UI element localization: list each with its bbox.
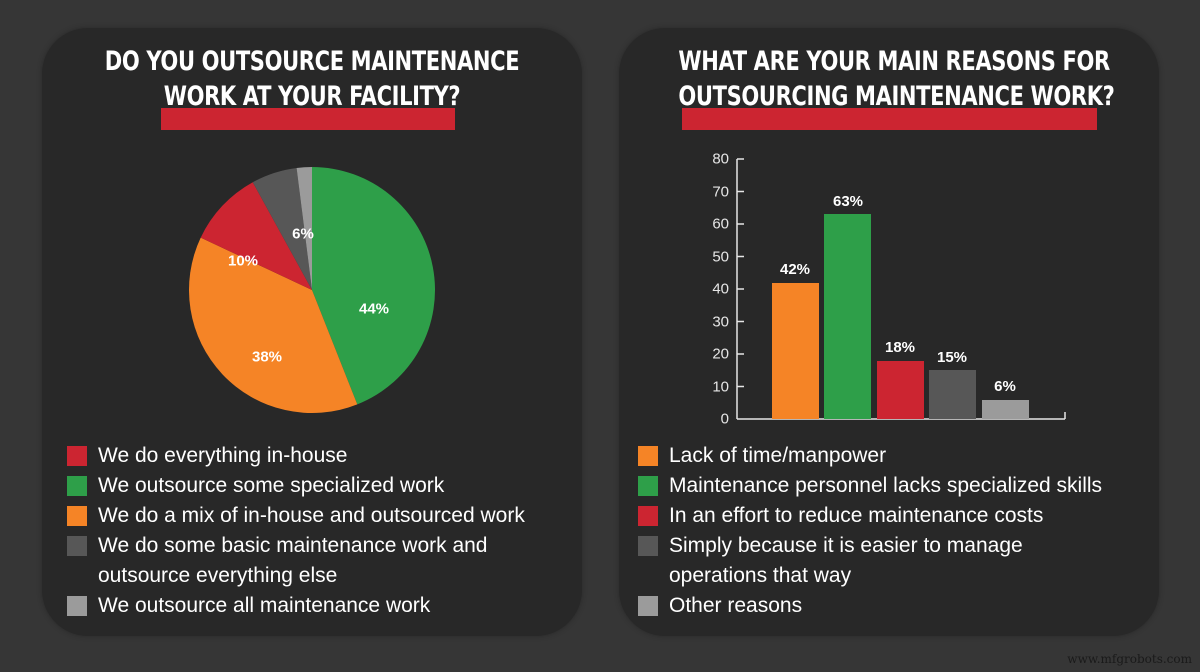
title-line-1: WHAT ARE YOUR MAIN REASONS FOR <box>678 46 1110 77</box>
legend-item: Lack of time/manpower <box>638 441 1102 471</box>
legend-swatch-light-gray <box>67 596 87 616</box>
legend-label: In an effort to reduce maintenance costs <box>669 504 1044 527</box>
legend-swatch-green <box>67 476 87 496</box>
bar-lack-of-time <box>772 282 819 419</box>
title-line-2: OUTSOURCING MAINTENANCE WORK? <box>678 81 1115 112</box>
legend-label: We outsource some specialized work <box>98 474 445 497</box>
legend-item: Other reasons <box>638 591 1102 621</box>
y-tick-label: 20 <box>712 345 729 363</box>
y-tick-label: 40 <box>712 280 729 298</box>
bar-chart-panel: WHAT ARE YOUR MAIN REASONS FOR OUTSOURCI… <box>619 28 1159 636</box>
y-tick-label: 70 <box>712 183 729 200</box>
pie-slice <box>252 167 312 290</box>
pie-chart: 44% 38% 10% 6% <box>187 165 437 415</box>
legend-label: Lack of time/manpower <box>669 444 887 467</box>
pie-graphic <box>189 167 435 413</box>
slice-label-basic: 6% <box>292 225 314 243</box>
pie-slice <box>189 237 358 413</box>
y-tick-label: 80 <box>712 150 729 168</box>
legend-item: We do some basic maintenance work and ou… <box>67 531 528 591</box>
title-line-2: WORK AT YOUR FACILITY? <box>163 81 461 112</box>
bar-reduce-costs <box>877 360 924 419</box>
bar-chart-axes <box>736 158 1066 420</box>
bar-chart: 0 10 20 30 40 50 60 70 80 42% 63% 18% 15… <box>619 28 1159 636</box>
bar-chart-title: WHAT ARE YOUR MAIN REASONS FOR OUTSOURCI… <box>678 44 1115 114</box>
legend-swatch-red <box>67 446 87 466</box>
slice-label-in-house: 10% <box>227 252 259 270</box>
legend-label: We do a mix of in-house and outsourced w… <box>98 504 525 527</box>
y-tick-label: 50 <box>712 248 729 265</box>
bar-value-label: 15% <box>936 349 968 366</box>
legend-item: We outsource all maintenance work <box>67 591 528 621</box>
legend-label: Simply because it is easier to manage op… <box>669 534 1023 587</box>
y-tick-label: 0 <box>720 410 729 428</box>
legend-label: We outsource all maintenance work <box>98 594 431 617</box>
bar-value-label: 63% <box>832 193 864 210</box>
pie-slice <box>312 167 435 405</box>
slice-label-outsource-some: 44% <box>358 300 390 318</box>
legend-item: We do everything in-house <box>67 441 528 471</box>
title-highlight-bar <box>682 108 1097 130</box>
legend-swatch-dark-gray <box>638 536 658 556</box>
title-highlight-bar <box>161 108 455 130</box>
legend-swatch-light-gray <box>638 596 658 616</box>
legend-item: Simply because it is easier to manage op… <box>638 531 1102 591</box>
pie-slice <box>296 167 312 290</box>
title-line-1: DO YOU OUTSOURCE MAINTENANCE <box>104 46 520 77</box>
legend-label: Maintenance personnel lacks specialized … <box>669 474 1103 497</box>
pie-chart-panel: DO YOU OUTSOURCE MAINTENANCE WORK AT YOU… <box>42 28 582 636</box>
bar-value-label: 18% <box>884 339 916 356</box>
legend-swatch-red <box>638 506 658 526</box>
slice-label-mix: 38% <box>251 348 283 366</box>
legend-label: Other reasons <box>669 594 803 617</box>
bar-other-reasons <box>982 399 1029 419</box>
bar-legend: Lack of time/manpower Maintenance person… <box>638 441 1102 621</box>
legend-label: We do some basic maintenance work and ou… <box>98 534 488 587</box>
y-tick-label: 10 <box>712 378 729 395</box>
legend-swatch-dark-gray <box>67 536 87 556</box>
legend-item: Maintenance personnel lacks specialized … <box>638 471 1102 501</box>
watermark: www.mfgrobots.com <box>1067 652 1192 666</box>
bar-value-label: 6% <box>994 378 1016 395</box>
y-tick-label: 30 <box>712 313 729 330</box>
legend-swatch-orange <box>67 506 87 526</box>
legend-item: We outsource some specialized work <box>67 471 528 501</box>
bar-value-label: 42% <box>779 261 811 278</box>
bar-easier-manage <box>929 370 976 419</box>
pie-chart-title: DO YOU OUTSOURCE MAINTENANCE WORK AT YOU… <box>101 44 522 114</box>
bar-lacks-skills <box>824 214 871 419</box>
legend-swatch-green <box>638 476 658 496</box>
legend-item: We do a mix of in-house and outsourced w… <box>67 501 528 531</box>
legend-label: We do everything in-house <box>98 444 348 467</box>
legend-swatch-orange <box>638 446 658 466</box>
y-tick-label: 60 <box>712 215 729 233</box>
legend-item: In an effort to reduce maintenance costs <box>638 501 1102 531</box>
pie-legend: We do everything in-house We outsource s… <box>67 441 528 621</box>
pie-slice <box>200 182 312 290</box>
